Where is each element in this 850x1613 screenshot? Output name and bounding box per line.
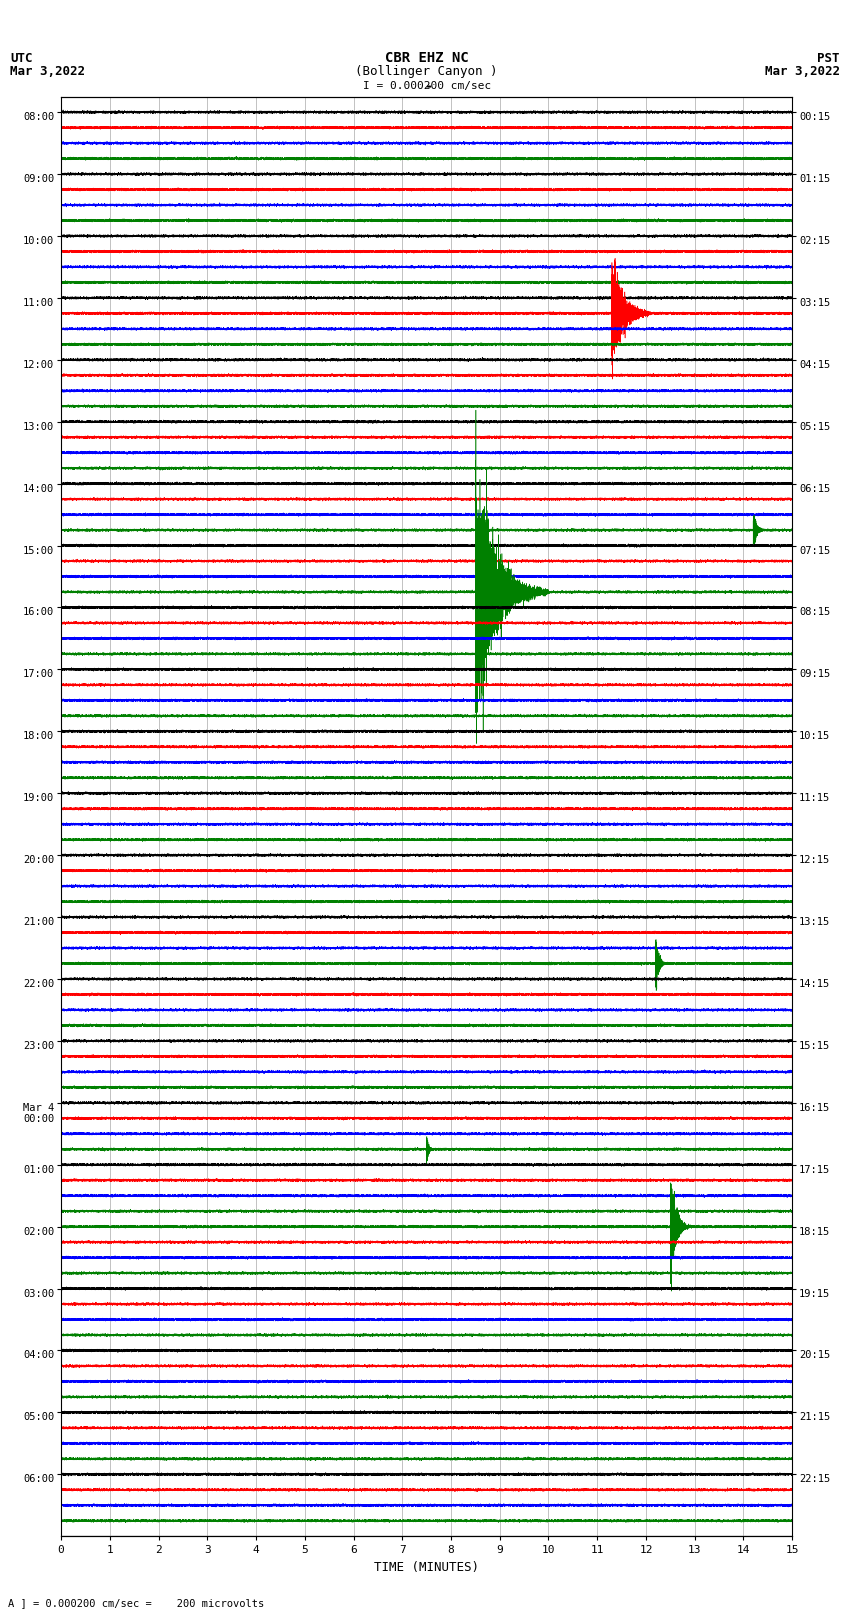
Text: A ] = 0.000200 cm/sec =    200 microvolts: A ] = 0.000200 cm/sec = 200 microvolts [8,1598,264,1608]
Text: I = 0.000200 cm/sec: I = 0.000200 cm/sec [362,81,490,90]
Text: PST: PST [817,52,840,65]
Text: (Bollinger Canyon ): (Bollinger Canyon ) [355,65,498,77]
Text: Mar 3,2022: Mar 3,2022 [10,65,85,77]
Text: CBR EHZ NC: CBR EHZ NC [385,52,468,65]
Text: Mar 3,2022: Mar 3,2022 [765,65,840,77]
Text: UTC: UTC [10,52,32,65]
X-axis label: TIME (MINUTES): TIME (MINUTES) [374,1561,479,1574]
